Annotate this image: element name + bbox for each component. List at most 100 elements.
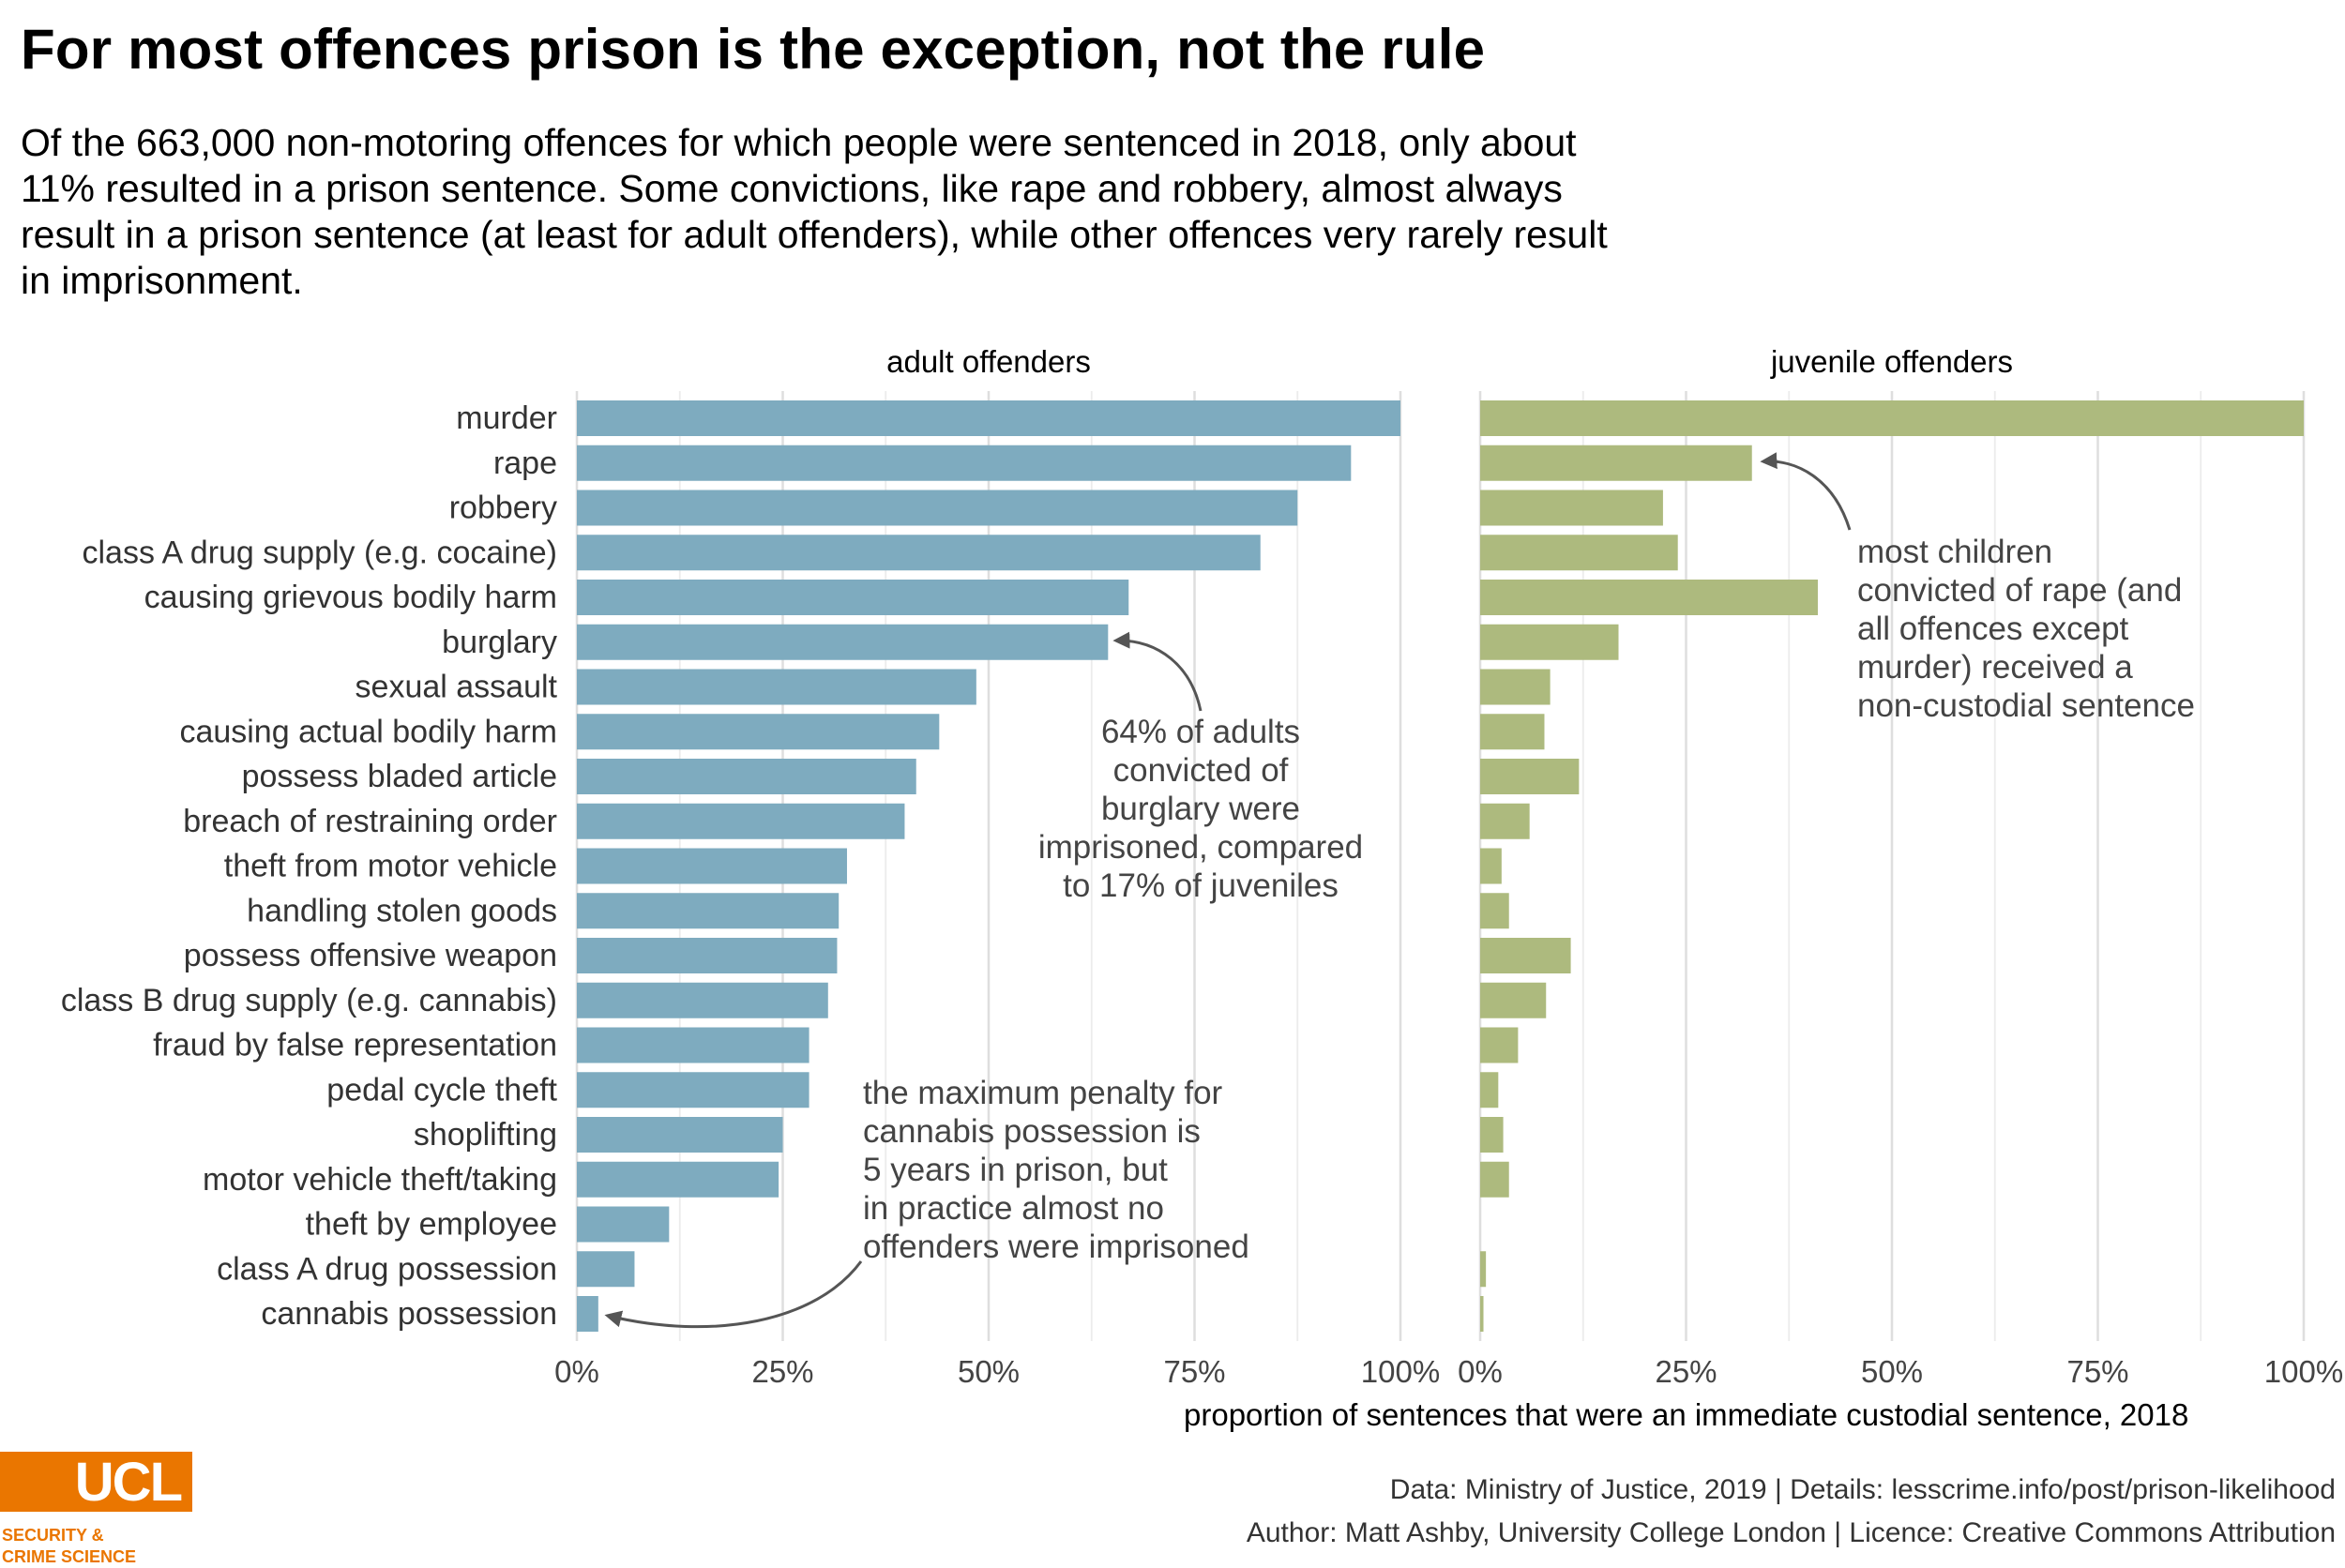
- bar-adult-offenders-class-b-drug-supply-e-g-cannabis: [577, 982, 828, 1018]
- bar-adult-offenders-sexual-assault: [577, 669, 976, 705]
- y-category-label: burglary: [442, 625, 557, 660]
- x-tick-label: 75%: [2066, 1354, 2128, 1389]
- annotation-arrow: [604, 1260, 863, 1329]
- y-category-label: murder: [456, 400, 557, 436]
- y-category-label: shoplifting: [414, 1117, 557, 1153]
- annotation-arrow: [1112, 631, 1203, 712]
- bar-juvenile-offenders-breach-of-restraining-order: [1480, 803, 1530, 839]
- bar-adult-offenders-rape: [577, 445, 1352, 481]
- bar-juvenile-offenders-pedal-cycle-theft: [1480, 1072, 1499, 1108]
- y-category-label: pedal cycle theft: [326, 1072, 557, 1108]
- x-tick-label: 25%: [1655, 1354, 1717, 1389]
- y-category-label: breach of restraining order: [183, 804, 557, 839]
- bar-adult-offenders-possess-bladed-article: [577, 759, 916, 794]
- x-tick-label: 75%: [1163, 1354, 1225, 1389]
- bar-juvenile-offenders-fraud-by-false-representation: [1480, 1027, 1519, 1063]
- bar-juvenile-offenders-robbery: [1480, 490, 1663, 526]
- bar-juvenile-offenders-class-b-drug-supply-e-g-cannabis: [1480, 982, 1547, 1018]
- y-category-label: causing grievous bodily harm: [144, 580, 557, 615]
- bar-juvenile-offenders-theft-from-motor-vehicle: [1480, 848, 1502, 884]
- y-category-label: class A drug supply (e.g. cocaine): [83, 535, 558, 570]
- bar-adult-offenders-breach-of-restraining-order: [577, 803, 905, 839]
- annotation-text: to 17% of juveniles: [1063, 867, 1339, 904]
- ucl-logo-text: UCL: [74, 1452, 183, 1513]
- y-category-label: theft from motor vehicle: [224, 849, 557, 884]
- chart-canvas: adult offenders 0% 25% 50% 75% 100% juvenile o…: [61, 344, 2343, 1432]
- y-category-label: handling stolen goods: [247, 893, 557, 928]
- x-tick-label: 0%: [1458, 1354, 1503, 1389]
- panel-label-adult-offenders: adult offenders: [886, 344, 1091, 379]
- bar-juvenile-offenders-causing-grievous-bodily-harm: [1480, 580, 1818, 615]
- annotation-text: all offences except: [1857, 611, 2129, 647]
- annotation-text: in practice almost no: [863, 1190, 1164, 1227]
- bar-juvenile-offenders-motor-vehicle-theft-taking: [1480, 1161, 1509, 1198]
- bar-juvenile-offenders-class-a-drug-possession: [1480, 1251, 1487, 1288]
- annotation-text: non-custodial sentence: [1857, 687, 2195, 724]
- annotation-text: 64% of adults: [1101, 714, 1300, 750]
- x-tick-label: 0%: [554, 1354, 599, 1389]
- annotation-text: convicted of rape (and: [1857, 572, 2182, 609]
- annotation-text: convicted of: [1113, 752, 1289, 789]
- x-tick-label: 50%: [1861, 1354, 1923, 1389]
- bar-adult-offenders-motor-vehicle-theft-taking: [577, 1161, 779, 1198]
- ucl-logo: UCL: [0, 1452, 192, 1513]
- bar-adult-offenders-fraud-by-false-representation: [577, 1027, 809, 1063]
- bar-adult-offenders-pedal-cycle-theft: [577, 1072, 809, 1108]
- annotation-text: most children: [1857, 534, 2052, 570]
- annotation-text: 5 years in prison, but: [863, 1152, 1168, 1188]
- y-category-label: rape: [493, 445, 557, 481]
- logo-sub-line1: SECURITY &: [2, 1526, 104, 1545]
- annotation-text: imprisoned, compared: [1038, 829, 1363, 866]
- panel-label-juvenile-offenders: juvenile offenders: [1770, 344, 2013, 379]
- annotation-arrow: [1760, 452, 1852, 531]
- y-category-label: motor vehicle theft/taking: [203, 1162, 557, 1198]
- logo-sub-line2: CRIME SCIENCE: [2, 1547, 137, 1566]
- bar-juvenile-offenders-sexual-assault: [1480, 669, 1551, 705]
- bar-juvenile-offenders-causing-actual-bodily-harm: [1480, 714, 1545, 750]
- x-axis-title: proportion of sentences that were an imm…: [1184, 1397, 2188, 1432]
- bar-juvenile-offenders-burglary: [1480, 624, 1619, 660]
- annotation-text: the maximum penalty for: [863, 1075, 1223, 1111]
- y-category-label: possess offensive weapon: [184, 938, 557, 973]
- bar-adult-offenders-robbery: [577, 490, 1298, 526]
- x-tick-label: 100%: [2264, 1354, 2343, 1389]
- bar-adult-offenders-causing-actual-bodily-harm: [577, 714, 940, 750]
- bar-adult-offenders-possess-offensive-weapon: [577, 938, 838, 973]
- bar-adult-offenders-murder: [577, 400, 1400, 436]
- y-category-label: robbery: [449, 490, 557, 526]
- y-category-label: possess bladed article: [242, 759, 557, 794]
- bar-adult-offenders-cannabis-possession: [577, 1296, 598, 1332]
- footer-data-credit: Data: Ministry of Justice, 2019 | Detail…: [1389, 1474, 2336, 1505]
- annotation-text: cannabis possession is: [863, 1113, 1201, 1150]
- y-category-label: cannabis possession: [261, 1296, 557, 1332]
- bar-juvenile-offenders-shoplifting: [1480, 1117, 1504, 1153]
- bar-adult-offenders-theft-by-employee: [577, 1206, 670, 1243]
- bar-adult-offenders-burglary: [577, 624, 1109, 660]
- x-tick-label: 100%: [1361, 1354, 1440, 1389]
- bar-adult-offenders-shoplifting: [577, 1117, 783, 1153]
- x-tick-label: 25%: [751, 1354, 813, 1389]
- y-category-label: sexual assault: [356, 670, 558, 705]
- chart-subtitle: Of the 663,000 non-motoring offences for…: [21, 121, 1608, 302]
- bar-juvenile-offenders-class-a-drug-supply-e-g-cocaine: [1480, 535, 1678, 571]
- y-category-label: causing actual bodily harm: [179, 714, 557, 749]
- chart-title: For most offences prison is the exceptio…: [21, 18, 1486, 81]
- y-category-label: fraud by false representation: [153, 1028, 557, 1063]
- annotation-text: murder) received a: [1857, 649, 2133, 686]
- y-category-label: class A drug possession: [217, 1251, 557, 1287]
- y-category-label: theft by employee: [306, 1207, 557, 1243]
- bar-juvenile-offenders-cannabis-possession: [1480, 1296, 1484, 1332]
- footer-author-credit: Author: Matt Ashby, University College L…: [1246, 1517, 2336, 1548]
- annotation-text: burglary were: [1101, 791, 1300, 827]
- bar-juvenile-offenders-murder: [1480, 400, 2304, 436]
- x-tick-label: 50%: [958, 1354, 1020, 1389]
- bar-adult-offenders-theft-from-motor-vehicle: [577, 848, 847, 884]
- bar-juvenile-offenders-handling-stolen-goods: [1480, 893, 1509, 929]
- bar-juvenile-offenders-possess-offensive-weapon: [1480, 938, 1571, 973]
- bar-adult-offenders-class-a-drug-supply-e-g-cocaine: [577, 535, 1261, 571]
- bar-adult-offenders-handling-stolen-goods: [577, 893, 840, 929]
- ucl-logo-subtitle: SECURITY & CRIME SCIENCE: [2, 1525, 136, 1568]
- bar-juvenile-offenders-possess-bladed-article: [1480, 759, 1580, 794]
- footer: Data: Ministry of Justice, 2019 | Detail…: [1247, 1469, 2336, 1555]
- annotation-text: offenders were imprisoned: [863, 1229, 1249, 1265]
